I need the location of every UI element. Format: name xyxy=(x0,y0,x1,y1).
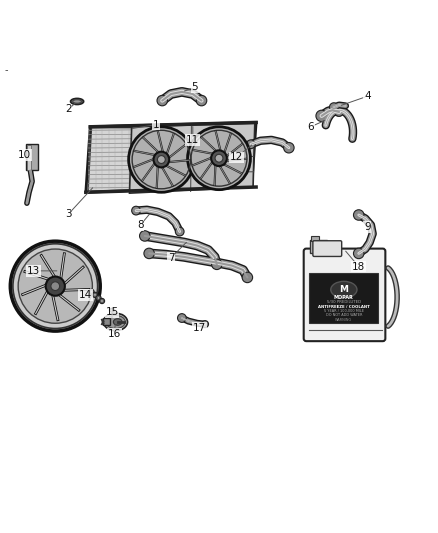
Text: 5: 5 xyxy=(192,83,198,93)
FancyBboxPatch shape xyxy=(313,241,342,256)
Circle shape xyxy=(140,231,150,241)
Circle shape xyxy=(13,244,98,328)
Circle shape xyxy=(335,108,343,116)
Circle shape xyxy=(157,156,165,164)
Circle shape xyxy=(18,249,92,323)
Circle shape xyxy=(46,277,65,296)
Circle shape xyxy=(284,142,294,153)
Circle shape xyxy=(144,248,154,259)
Circle shape xyxy=(99,298,105,304)
Circle shape xyxy=(201,321,208,328)
Text: 15: 15 xyxy=(106,308,119,317)
Bar xyxy=(310,240,327,253)
Text: MOPAR: MOPAR xyxy=(334,295,354,300)
Bar xyxy=(103,318,110,325)
Text: -: - xyxy=(4,65,8,75)
Text: 11: 11 xyxy=(186,135,199,145)
Circle shape xyxy=(196,95,207,106)
Text: 12: 12 xyxy=(230,152,243,163)
Text: ANTIFREEZE / COOLANT: ANTIFREEZE / COOLANT xyxy=(318,305,370,309)
Text: M: M xyxy=(339,285,348,294)
Circle shape xyxy=(187,127,251,190)
Circle shape xyxy=(90,290,93,293)
Circle shape xyxy=(101,300,103,302)
Text: 6: 6 xyxy=(307,122,314,132)
Circle shape xyxy=(153,152,169,167)
Bar xyxy=(26,144,38,171)
Ellipse shape xyxy=(73,100,81,103)
Text: 16: 16 xyxy=(108,329,121,339)
Ellipse shape xyxy=(106,316,125,328)
Circle shape xyxy=(97,297,100,299)
Circle shape xyxy=(132,206,141,215)
Circle shape xyxy=(89,289,94,294)
Text: 14: 14 xyxy=(79,290,92,300)
Text: 4: 4 xyxy=(364,91,371,101)
Text: 1: 1 xyxy=(152,119,159,130)
Text: 10: 10 xyxy=(18,150,31,160)
Circle shape xyxy=(329,103,338,111)
Circle shape xyxy=(212,259,222,270)
Circle shape xyxy=(157,95,167,106)
Circle shape xyxy=(175,227,184,236)
Ellipse shape xyxy=(103,313,127,330)
Circle shape xyxy=(129,127,194,192)
Text: 9: 9 xyxy=(364,222,371,232)
Circle shape xyxy=(316,110,327,122)
Text: 18: 18 xyxy=(352,262,365,271)
Bar xyxy=(309,273,378,323)
Circle shape xyxy=(96,295,101,301)
Polygon shape xyxy=(88,128,138,191)
Ellipse shape xyxy=(113,319,122,325)
Circle shape xyxy=(215,154,223,162)
Circle shape xyxy=(11,241,100,331)
Text: 5/30 PREDILUTED: 5/30 PREDILUTED xyxy=(327,300,361,304)
Text: 7: 7 xyxy=(168,253,174,263)
Text: 3: 3 xyxy=(65,209,72,219)
Ellipse shape xyxy=(110,309,115,312)
Ellipse shape xyxy=(71,99,84,104)
Text: 5 YEAR / 100,000 MILE: 5 YEAR / 100,000 MILE xyxy=(324,310,364,313)
Circle shape xyxy=(353,210,364,220)
Text: 8: 8 xyxy=(137,220,144,230)
Circle shape xyxy=(211,150,227,166)
Circle shape xyxy=(51,282,60,290)
Circle shape xyxy=(247,140,255,149)
Circle shape xyxy=(353,248,364,259)
FancyBboxPatch shape xyxy=(304,248,385,341)
Text: 13: 13 xyxy=(27,266,40,276)
Text: DO NOT ADD WATER: DO NOT ADD WATER xyxy=(325,313,362,317)
Circle shape xyxy=(242,272,253,282)
Circle shape xyxy=(177,313,186,322)
Bar xyxy=(311,236,319,241)
Text: 17: 17 xyxy=(193,322,206,333)
Text: WARNING: WARNING xyxy=(336,318,353,322)
Circle shape xyxy=(92,292,98,297)
Bar xyxy=(27,145,31,169)
Circle shape xyxy=(94,294,96,296)
Polygon shape xyxy=(86,123,256,192)
Text: 2: 2 xyxy=(65,104,72,114)
Ellipse shape xyxy=(331,281,357,298)
Polygon shape xyxy=(130,123,255,193)
